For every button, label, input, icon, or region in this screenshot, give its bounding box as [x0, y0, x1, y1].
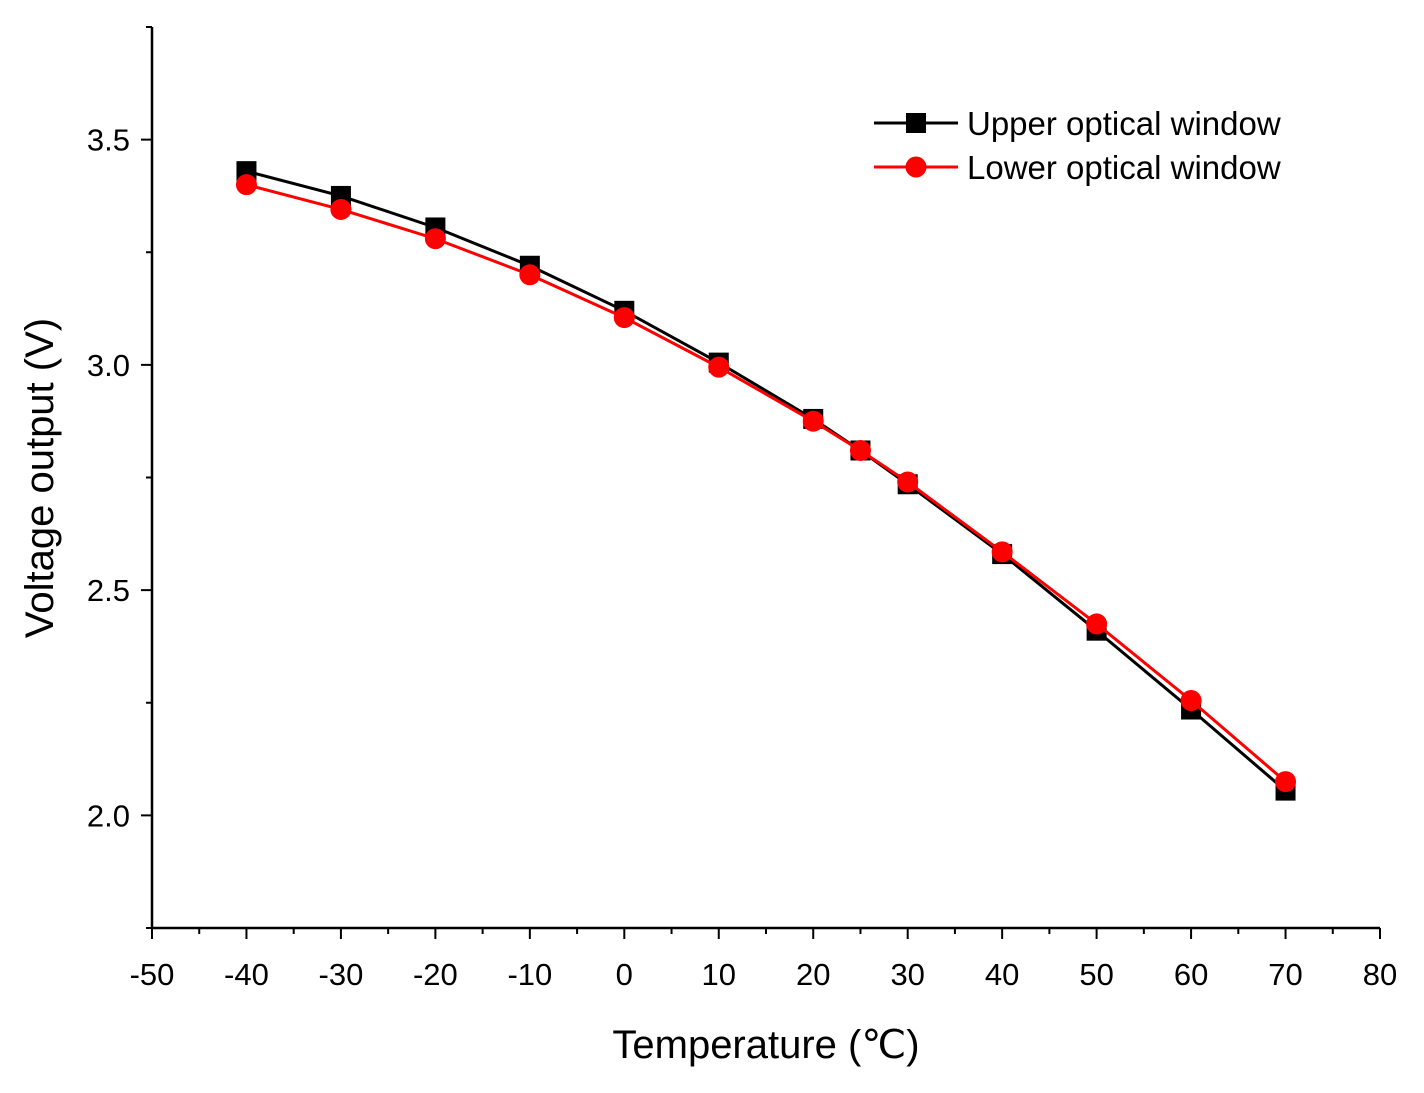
x-tick-label: 20 — [796, 957, 830, 992]
legend-item: Upper optical window — [874, 105, 1281, 142]
legend: Upper optical window Lower optical window — [874, 105, 1281, 186]
x-tick-label: -30 — [319, 957, 364, 992]
series-line — [246, 169, 1287, 792]
legend-marker-circle — [905, 156, 927, 178]
x-tick-label: 60 — [1174, 957, 1208, 992]
x-tick-label: 0 — [616, 957, 633, 992]
series-upper — [236, 161, 1296, 801]
legend-label: Upper optical window — [967, 105, 1281, 142]
legend-item: Lower optical window — [874, 149, 1281, 186]
x-tick-label: -10 — [507, 957, 552, 992]
data-point-circle — [991, 541, 1013, 563]
data-point-circle — [235, 174, 257, 196]
series-lower — [235, 174, 1297, 793]
x-tick-label: 40 — [985, 957, 1019, 992]
y-axis: 2.0 2.5 3.0 3.5 — [87, 26, 152, 929]
x-axis: -50 -40 -30 -20 -10 0 10 20 30 40 50 60 70 80 — [130, 928, 1397, 992]
data-point-circle — [802, 410, 824, 432]
x-tick-label: 10 — [702, 957, 736, 992]
x-tick-label: 70 — [1268, 957, 1302, 992]
data-point-circle — [1086, 613, 1108, 635]
data-point-circle — [330, 198, 352, 220]
legend-label: Lower optical window — [967, 149, 1281, 186]
series-line — [246, 183, 1287, 783]
series-layer — [235, 161, 1297, 801]
legend-marker-square — [906, 113, 926, 133]
y-tick-label: 2.0 — [87, 798, 130, 833]
data-point-circle — [613, 307, 635, 329]
data-point-circle — [849, 439, 871, 461]
data-point-circle — [424, 228, 446, 250]
x-tick-label: 30 — [890, 957, 924, 992]
y-axis-title: Voltage output (V) — [18, 318, 62, 638]
data-point-circle — [1275, 771, 1297, 793]
data-point-circle — [897, 471, 919, 493]
x-tick-label: 80 — [1363, 957, 1397, 992]
y-tick-label: 3.0 — [87, 348, 130, 383]
x-tick-label: -50 — [130, 957, 175, 992]
x-axis-title: Temperature (℃) — [612, 1023, 919, 1067]
x-tick-label: -20 — [413, 957, 458, 992]
y-tick-label: 3.5 — [87, 123, 130, 158]
data-point-circle — [708, 356, 730, 378]
x-tick-label: -40 — [224, 957, 269, 992]
x-tick-label: 50 — [1079, 957, 1113, 992]
data-point-circle — [1180, 689, 1202, 711]
data-point-circle — [519, 264, 541, 286]
y-tick-label: 2.5 — [87, 573, 130, 608]
